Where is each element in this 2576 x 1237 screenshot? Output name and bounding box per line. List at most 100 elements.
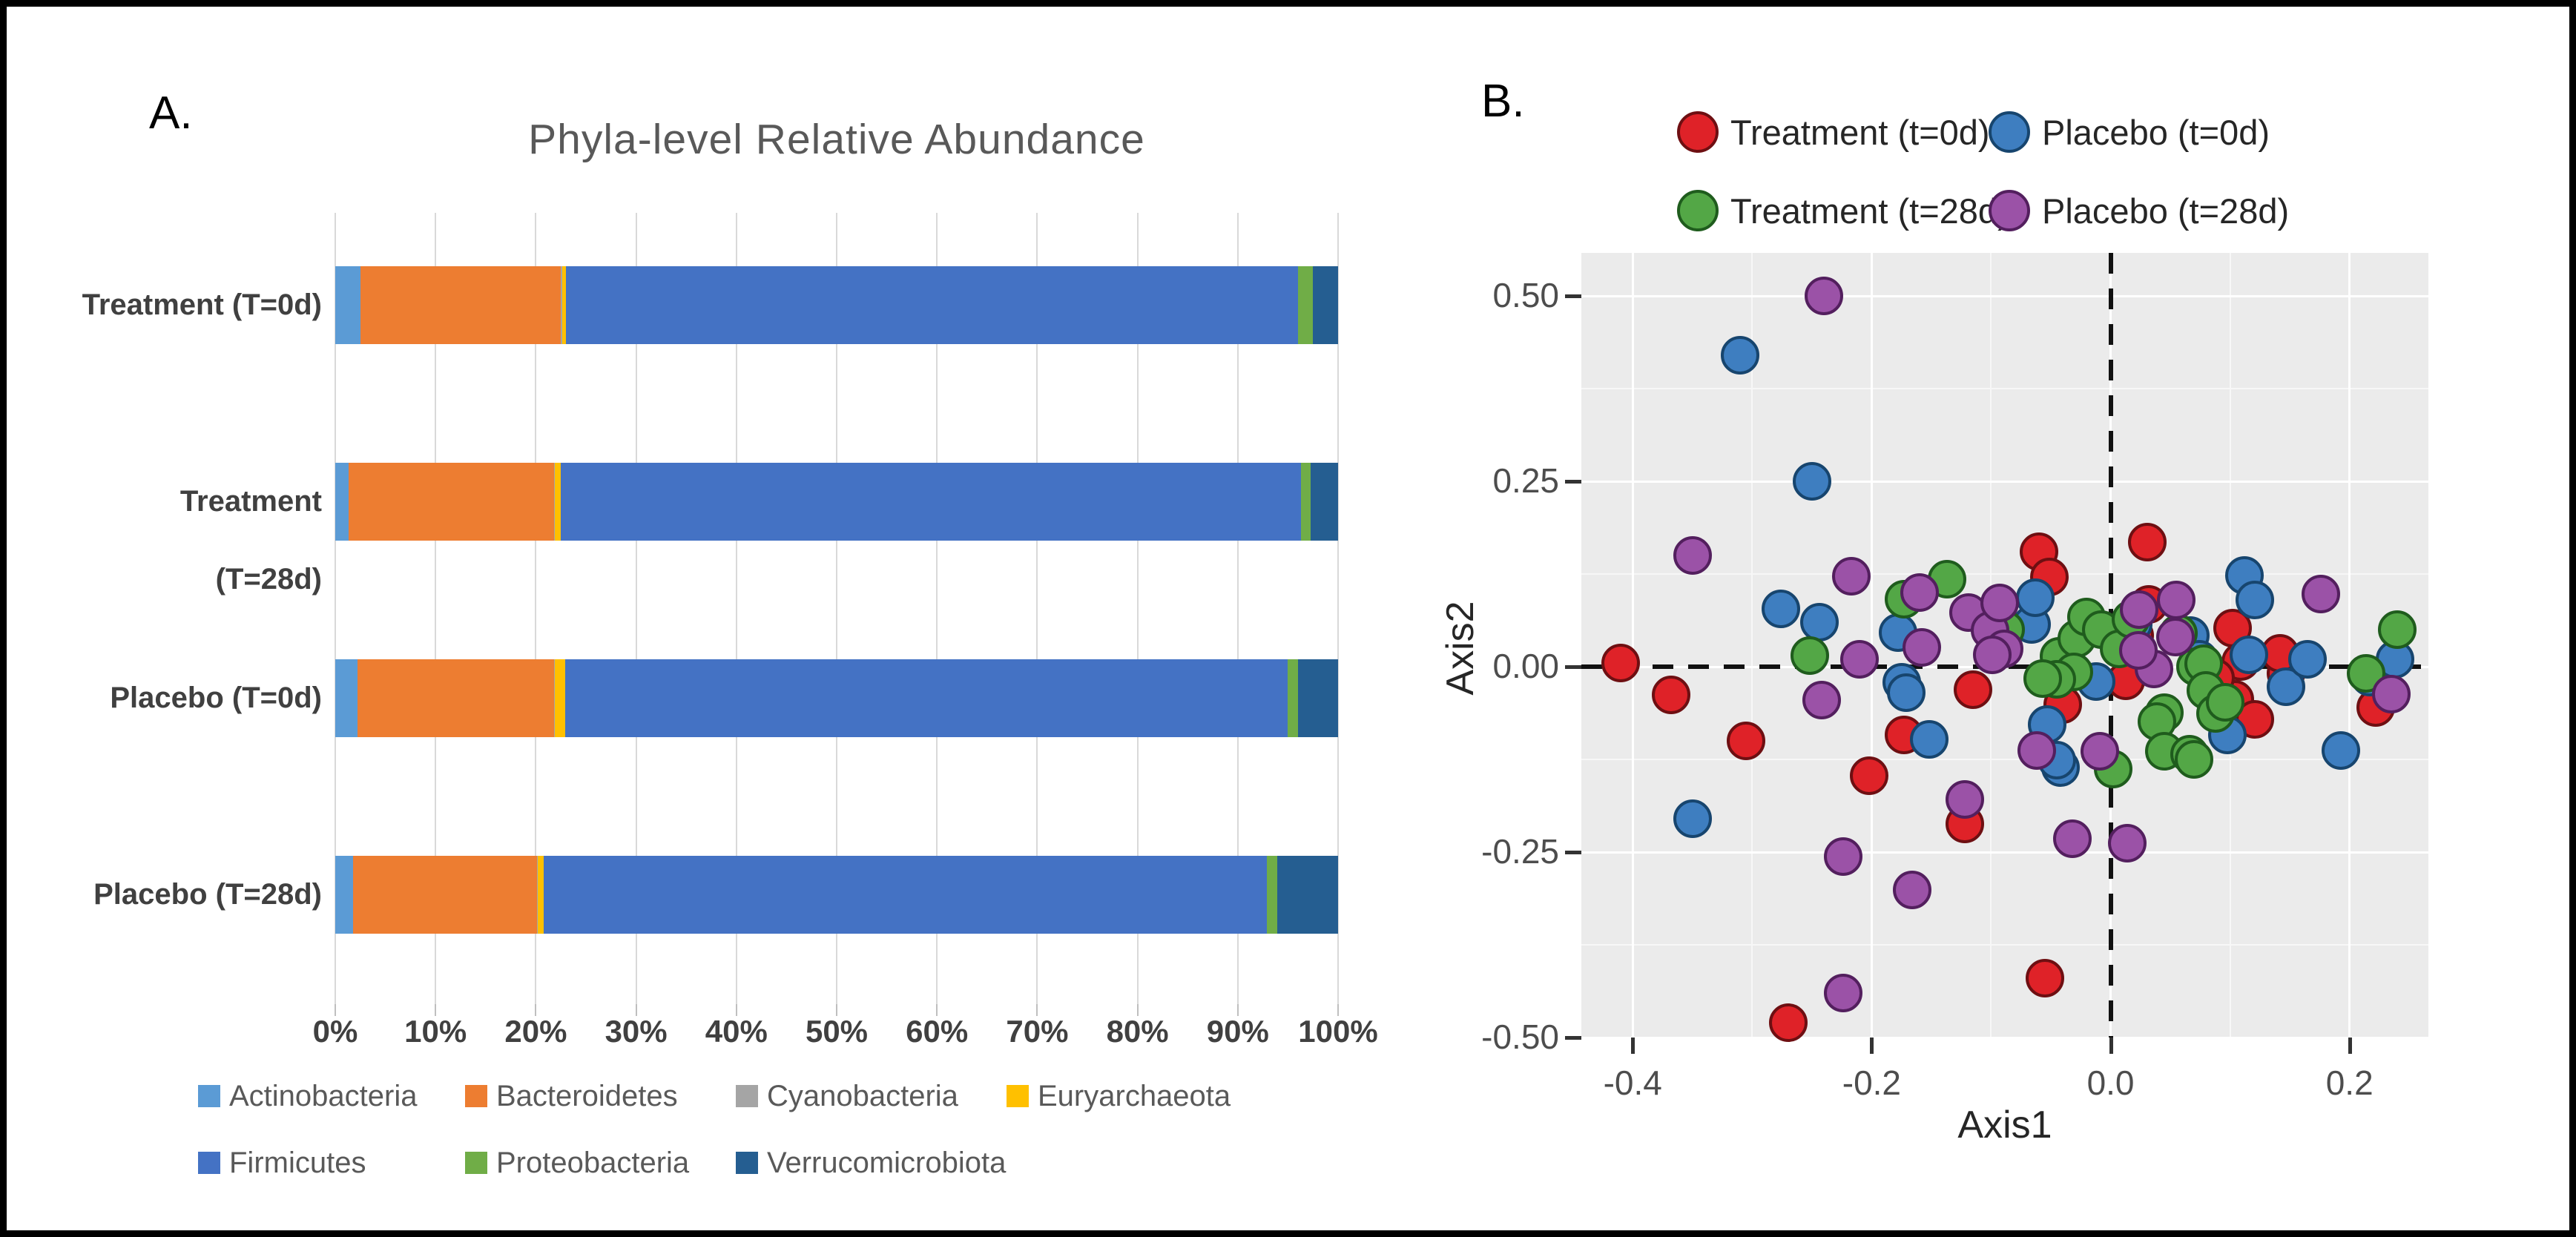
tick-mark: [1565, 480, 1581, 484]
bar-segment-actinobacteria: [335, 659, 358, 737]
bar-category-label: Treatment (T=0d): [82, 288, 322, 321]
bar-segment-verrucomicrobiota: [1277, 856, 1338, 934]
legend-label: Proteobacteria: [496, 1146, 690, 1179]
y-tick-label: -0.25: [1481, 832, 1559, 871]
scatter-point: [2017, 731, 2056, 770]
panel-a-label: A.: [149, 88, 193, 139]
scatter-point: [1893, 871, 1932, 909]
scatter-point: [2016, 578, 2055, 617]
minor-gridline: [1581, 573, 2428, 575]
legend-item: Treatment (t=0d): [1677, 110, 1990, 154]
scatter-point: [1768, 1003, 1808, 1042]
x-tick-label: 70%: [1006, 1014, 1069, 1049]
scatter-point: [1900, 573, 1939, 612]
scatter-point: [1887, 673, 1926, 712]
tick-mark: [535, 1004, 537, 1016]
gridline: [1236, 213, 1239, 1004]
scatter-point: [1823, 974, 1862, 1012]
tick-mark: [735, 1004, 737, 1016]
scatter-point: [2322, 731, 2361, 770]
scatter-point: [1792, 462, 1831, 501]
bar-row: [335, 659, 1338, 737]
bar-segment-proteobacteria: [1300, 463, 1311, 541]
bar-segment-firmicutes: [544, 856, 1267, 934]
scatter-point: [2118, 631, 2158, 670]
scatter-point: [2236, 581, 2275, 619]
legend-label: Actinobacteria: [229, 1079, 418, 1112]
scatter-point: [2288, 640, 2328, 679]
tick-mark: [1565, 1036, 1581, 1040]
gridline: [635, 213, 637, 1004]
bar-segment-bacteroidetes: [353, 856, 537, 934]
tick-mark: [1565, 294, 1581, 298]
gridline: [1036, 213, 1038, 1004]
legend-item: Cyanobacteria: [736, 1080, 958, 1112]
legend-dot-icon: [1677, 190, 1719, 231]
bar-segment-bacteroidetes: [348, 463, 554, 541]
bar-segment-proteobacteria: [1267, 856, 1277, 934]
scatter-point: [1973, 636, 2012, 674]
legend-item: Euryarchaeota: [1007, 1080, 1231, 1112]
gridline: [335, 213, 336, 1004]
legend-label: Euryarchaeota: [1038, 1079, 1231, 1112]
legend-swatch-icon: [465, 1152, 487, 1174]
bar-segment-cyanobacteria: [536, 856, 538, 934]
major-gridline: [1581, 294, 2428, 297]
x-tick-label: 30%: [605, 1014, 668, 1049]
tick-mark: [2348, 1038, 2352, 1054]
gridline: [836, 213, 837, 1004]
legend-item: Firmicutes: [198, 1147, 366, 1179]
scatter-point: [2108, 824, 2147, 862]
tick-mark: [635, 1004, 637, 1016]
legend-label: Bacteroidetes: [496, 1079, 678, 1112]
scatter-point: [2378, 610, 2417, 649]
y-tick-label: -0.50: [1481, 1017, 1559, 1056]
panel-b-label: B.: [1481, 76, 1525, 127]
bar-segment-euryarchaeota: [538, 856, 544, 934]
x-tick-label: 20%: [504, 1014, 567, 1049]
scatter-point: [2025, 959, 2064, 997]
scatter-point: [2302, 575, 2341, 613]
scatter-point: [2128, 523, 2167, 561]
legend-swatch-icon: [1007, 1085, 1029, 1107]
bar-segment-verrucomicrobiota: [1313, 266, 1338, 344]
scatter-point: [1903, 628, 1942, 667]
bar-segment-verrucomicrobiota: [1311, 463, 1338, 541]
scatter-point: [1832, 557, 1871, 596]
tick-mark: [1870, 1038, 1874, 1054]
major-gridline: [1581, 851, 2428, 854]
tick-mark: [936, 1004, 938, 1016]
scatter-point: [1721, 336, 1760, 375]
bar-segment-firmicutes: [564, 659, 1288, 737]
tick-mark: [1565, 851, 1581, 854]
scatter-plot-area: [1581, 253, 2428, 1042]
x-tick-label: -0.2: [1842, 1063, 1902, 1102]
legend-label: Placebo (t=28d): [2042, 191, 2290, 231]
scatter-point: [1673, 799, 1712, 838]
legend-item: Verrucomicrobiota: [736, 1147, 1006, 1179]
legend-label: Firmicutes: [229, 1146, 366, 1179]
bar-category-label: Placebo (T=28d): [93, 878, 322, 911]
scatter-point: [1802, 681, 1841, 719]
x-tick-label: 0%: [312, 1014, 358, 1049]
x-tick-label: 40%: [705, 1014, 768, 1049]
scatter-point: [1850, 756, 1889, 795]
scatter-point: [2120, 590, 2159, 629]
major-gridline: [2348, 253, 2351, 1038]
scatter-point: [1946, 780, 1985, 819]
bar-segment-bacteroidetes: [360, 266, 561, 344]
scatter-point: [1651, 676, 1690, 714]
major-gridline: [1581, 1036, 2428, 1039]
y-axis-title: Axis2: [1439, 601, 1482, 696]
scatter-point: [1954, 670, 1993, 709]
scatter-point: [2155, 618, 2195, 656]
scatter-point: [1727, 722, 1766, 760]
bar-row: [335, 266, 1338, 344]
legend-dot-icon: [1989, 190, 2030, 231]
scatter-point: [1909, 720, 1949, 759]
scatter-point: [1823, 837, 1862, 876]
x-tick-label: 100%: [1298, 1014, 1378, 1049]
scatter-point: [1673, 536, 1712, 575]
x-tick-label: 0.0: [2086, 1063, 2135, 1102]
scatter-point: [1601, 644, 1641, 682]
